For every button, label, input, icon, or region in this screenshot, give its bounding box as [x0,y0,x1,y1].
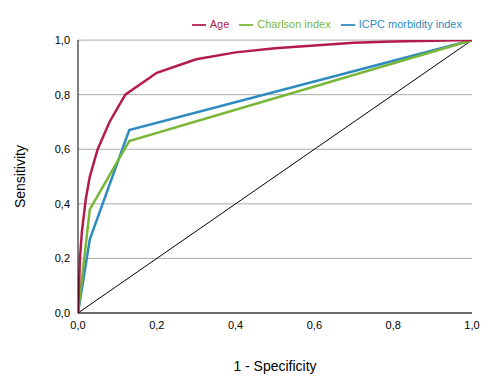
svg-text:0,8: 0,8 [386,319,401,331]
html-text:Age: Age [209,18,230,30]
svg-text:0,6: 0,6 [307,319,322,331]
svg-text:1 - Specificity: 1 - Specificity [233,358,316,374]
svg-text:0,2: 0,2 [149,319,164,331]
svg-text:0,6: 0,6 [55,143,70,155]
svg-text:0,0: 0,0 [55,307,70,319]
html-text:Charlson index: Charlson index [257,18,331,30]
svg-text:Sensitivity: Sensitivity [12,145,28,208]
svg-text:0,0: 0,0 [70,319,85,331]
svg-text:0,4: 0,4 [228,319,243,331]
svg-text:0,8: 0,8 [55,89,70,101]
html-text:ICPC morbidity index: ICPC morbidity index [358,18,462,30]
svg-text:0,4: 0,4 [55,198,70,210]
svg-text:1,0: 1,0 [464,319,479,331]
svg-text:0,2: 0,2 [55,252,70,264]
svg-text:1,0: 1,0 [55,34,70,46]
